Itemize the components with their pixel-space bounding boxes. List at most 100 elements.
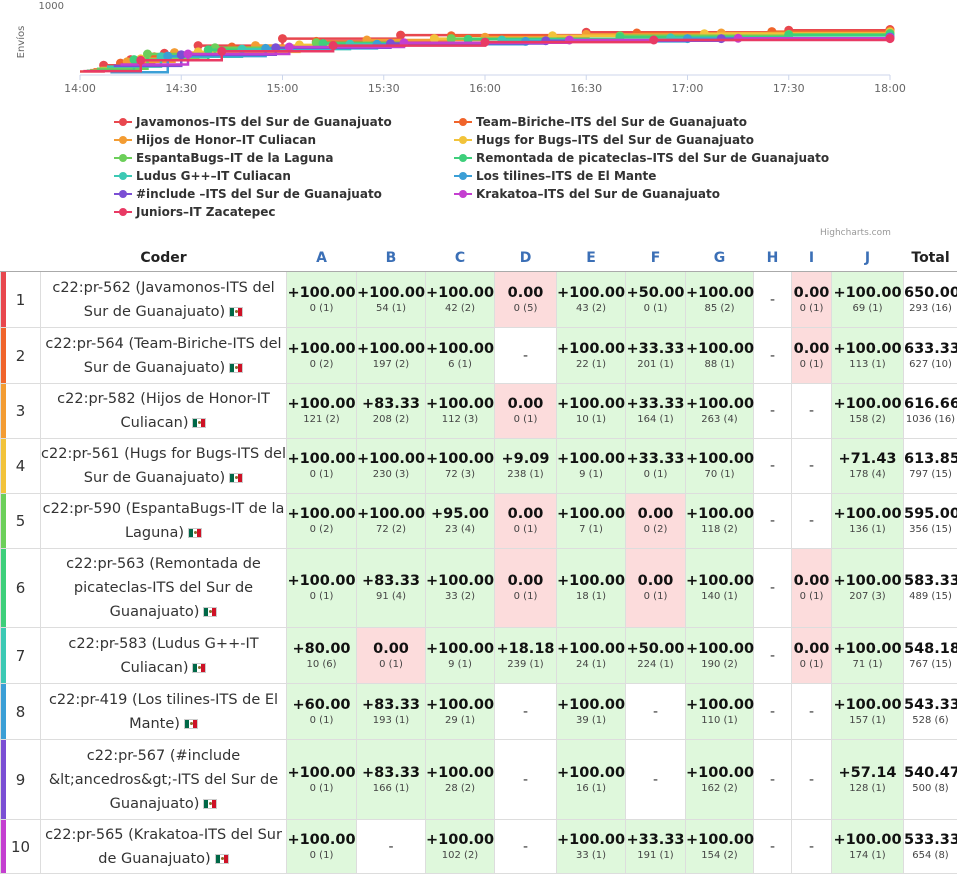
problem-cell[interactable]: - xyxy=(754,549,792,628)
problem-cell[interactable]: - xyxy=(792,740,832,820)
problem-cell[interactable]: - xyxy=(495,328,557,384)
problem-cell[interactable]: - xyxy=(754,740,792,820)
problem-cell[interactable]: - xyxy=(792,384,832,439)
series-point[interactable] xyxy=(136,56,145,65)
series-point[interactable] xyxy=(329,41,338,50)
series-point[interactable] xyxy=(481,38,490,47)
problem-cell[interactable]: - xyxy=(792,820,832,874)
problem-cell[interactable]: - xyxy=(626,684,686,740)
problem-cell[interactable]: - xyxy=(792,684,832,740)
problem-cell[interactable]: - xyxy=(754,384,792,439)
problem-header[interactable]: H xyxy=(754,245,792,272)
series-point[interactable] xyxy=(886,34,895,43)
series-point[interactable] xyxy=(143,50,152,59)
legend-item[interactable]: #include –ITS del Sur de Guanajuato xyxy=(114,185,392,203)
coder-header[interactable]: Coder xyxy=(41,245,287,272)
problem-cell[interactable]: - xyxy=(754,439,792,494)
problem-cell[interactable]: - xyxy=(792,439,832,494)
legend-item[interactable]: Team–Biriche–ITS del Sur de Guanajuato xyxy=(454,113,829,131)
problem-cell[interactable]: - xyxy=(754,628,792,684)
problem-cell[interactable]: - xyxy=(754,272,792,328)
legend-item[interactable]: Hijos de Honor–IT Culiacan xyxy=(114,131,392,149)
series-point[interactable] xyxy=(396,31,405,40)
problem-header[interactable]: F xyxy=(626,245,686,272)
problem-cell[interactable]: - xyxy=(754,820,792,874)
total-header[interactable]: Total xyxy=(904,245,957,272)
problem-header[interactable]: B xyxy=(357,245,426,272)
legend-item[interactable]: Juniors–IT Zacatepec xyxy=(114,203,392,221)
problem-header[interactable]: D xyxy=(495,245,557,272)
problem-cell[interactable]: - xyxy=(495,740,557,820)
problem-cell[interactable]: - xyxy=(357,820,426,874)
problem-header[interactable]: G xyxy=(686,245,754,272)
problem-header[interactable]: E xyxy=(557,245,626,272)
problem-header[interactable]: I xyxy=(792,245,832,272)
legend-item[interactable]: Krakatoa–ITS del Sur de Guanajuato xyxy=(454,185,829,203)
legend-item[interactable]: Remontada de picateclas–ITS del Sur de G… xyxy=(454,149,829,167)
problem-header[interactable]: A xyxy=(287,245,357,272)
problem-header[interactable]: C xyxy=(426,245,495,272)
problem-cell[interactable]: - xyxy=(626,740,686,820)
problem-cell[interactable]: - xyxy=(754,684,792,740)
problem-cell[interactable]: - xyxy=(495,820,557,874)
